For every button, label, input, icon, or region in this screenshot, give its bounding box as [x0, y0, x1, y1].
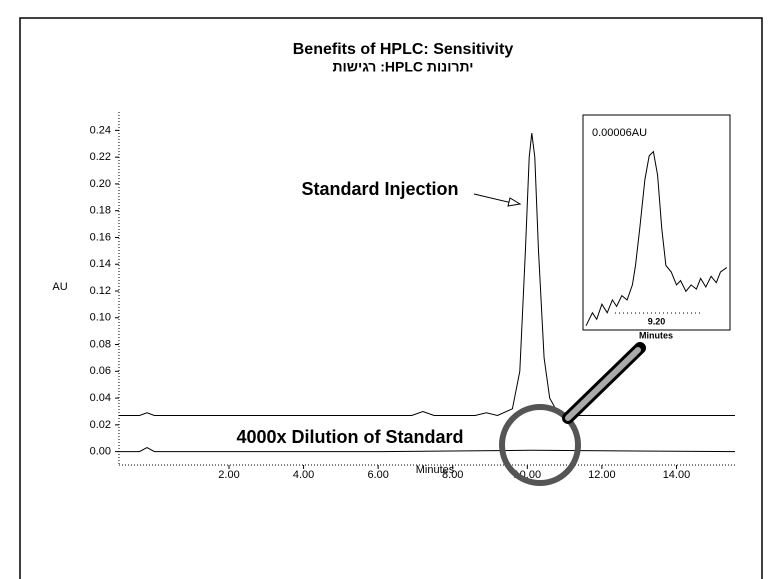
y-tick-label: 0.00	[90, 446, 111, 458]
series-line	[585, 150, 728, 326]
x-tick-label: 8.00	[442, 469, 463, 481]
y-tick-label: 0.08	[90, 338, 111, 350]
x-tick-label: 12.00	[588, 469, 616, 481]
series-line	[119, 447, 736, 453]
x-tick-label: 4.00	[293, 469, 314, 481]
y-tick-label: 0.18	[90, 205, 111, 217]
y-tick-label: 0.12	[90, 285, 111, 297]
y-tick-label: 0.22	[90, 151, 111, 163]
annotation-arrow	[473, 193, 513, 204]
inset-x-label: Minutes	[639, 330, 673, 340]
frame	[19, 17, 763, 579]
y-tick-label: 0.20	[90, 178, 111, 190]
series-line	[119, 133, 735, 417]
y-tick-label: 0.14	[90, 258, 111, 270]
chart-title: Benefits of HPLC: Sensitivity	[293, 41, 514, 58]
y-axis-label: AU	[52, 281, 67, 293]
x-axis-label: Minutes	[416, 464, 455, 476]
x-tick-label: 6.00	[367, 469, 388, 481]
arrow-head	[507, 197, 522, 207]
inset-annotation: 0.00006AU	[592, 127, 647, 139]
y-tick-label: 0.02	[90, 419, 111, 431]
annotation: 4000x Dilution of Standard	[236, 427, 463, 447]
x-tick-label: 14.00	[663, 469, 691, 481]
magnifier	[499, 342, 646, 486]
chart-subtitle: יתרונות HPLC: רגישות	[332, 59, 473, 75]
annotation: Standard Injection	[301, 179, 458, 199]
y-tick-label: 0.06	[90, 365, 111, 377]
magnifier-ring	[499, 404, 581, 486]
y-tick-label: 0.16	[90, 231, 111, 243]
y-tick-label: 0.10	[90, 312, 111, 324]
x-tick-label: 9.20	[648, 316, 666, 326]
y-tick-label: 0.24	[90, 124, 111, 136]
inset-frame	[582, 114, 731, 331]
magnifier-handle-fill	[565, 347, 641, 421]
y-tick-label: 0.04	[90, 392, 111, 404]
x-tick-label: 2.00	[218, 469, 239, 481]
